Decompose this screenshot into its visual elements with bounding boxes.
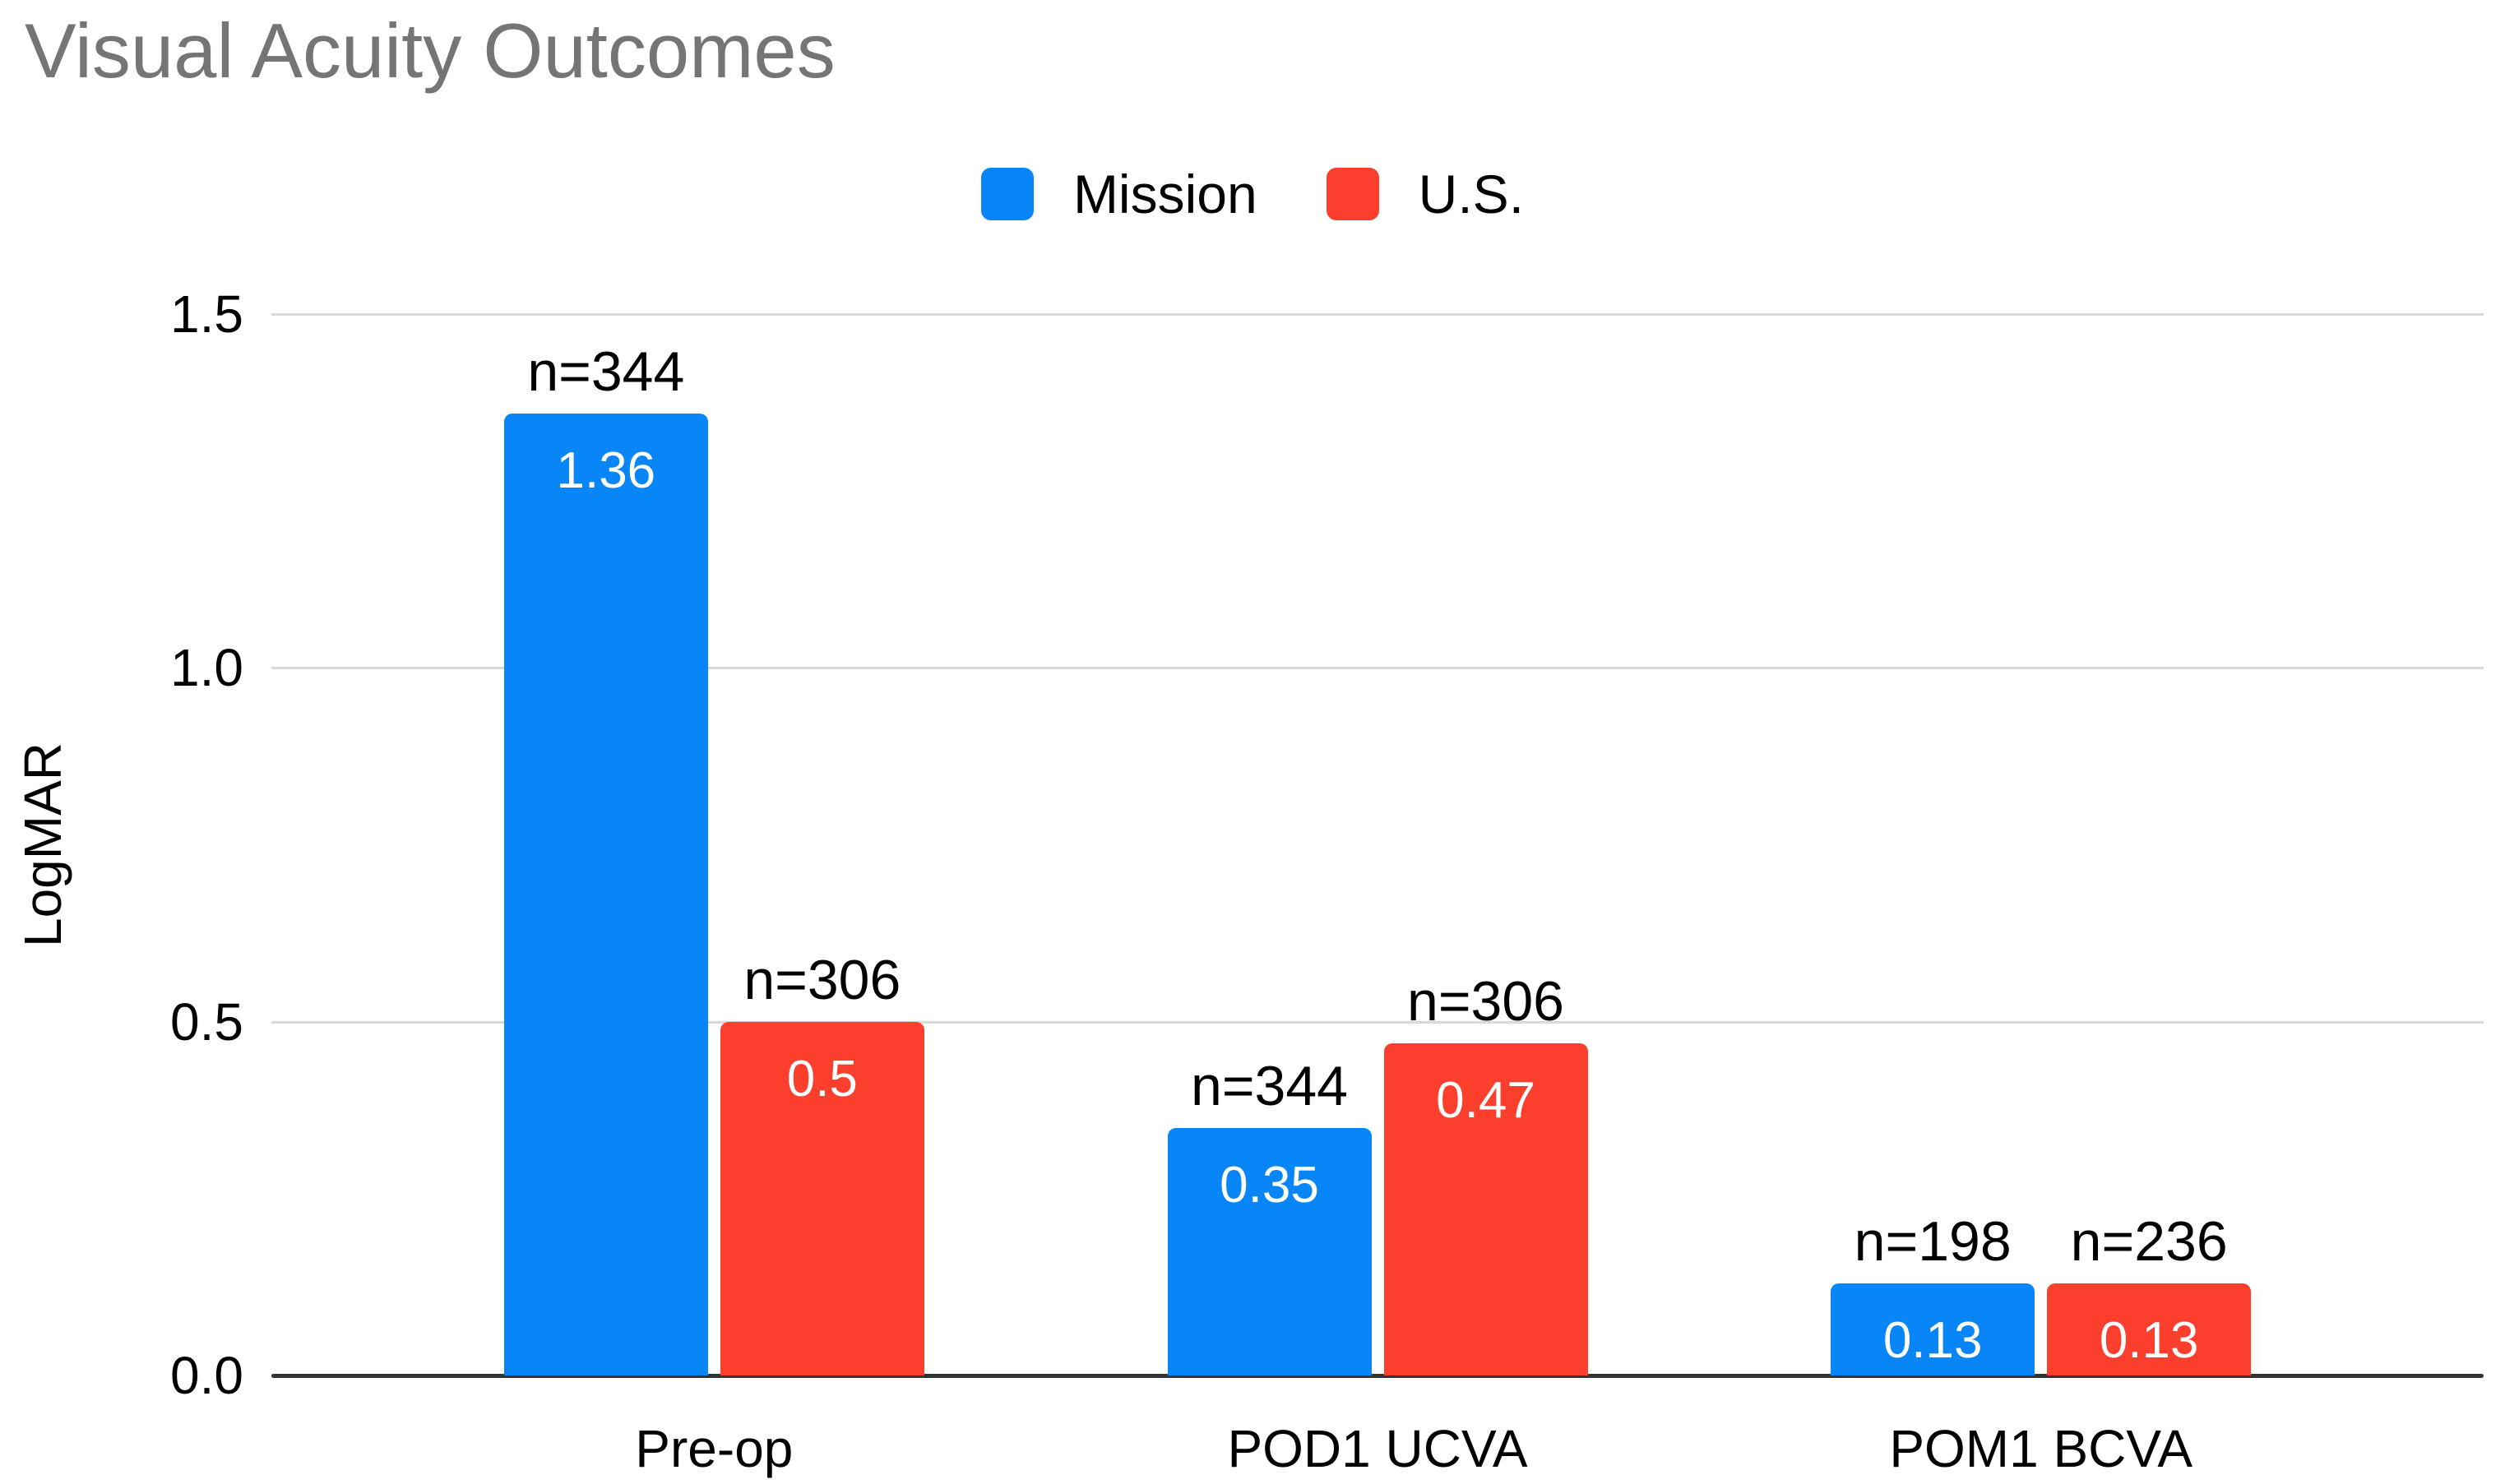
bar-U.S.-POM1 BCVA: n=236 0.13 (2047, 1210, 2252, 1375)
bar-U.S.-Pre-op: n=306 0.5 (720, 949, 924, 1375)
chart-title: Visual Acuity Outcomes (25, 7, 836, 94)
plot-area: 1.5 1.0 0.5 0.0 n=344 1.36 n=306 0.5 n=344 0.35 n=… (170, 284, 2484, 1405)
bar-n-label: n=306 (743, 948, 901, 1011)
bar-value-label: 0.35 (1220, 1156, 1319, 1214)
gridline-1.5 (271, 313, 2484, 316)
x-axis-label-Pre-op: Pre-op (635, 1419, 794, 1478)
bar-n-label: n=344 (1191, 1054, 1348, 1117)
us-color-swatch-icon (1326, 168, 1379, 220)
y-axis-title: LogMAR (13, 742, 72, 947)
x-axis-line (271, 1374, 2484, 1378)
bars-row: n=344 1.36 n=306 0.5 n=344 0.35 n=306 0.47 n=198… (382, 314, 2373, 1375)
bar-n-label: n=344 (527, 340, 685, 403)
bar-group-Pre-op: n=344 1.36 n=306 0.5 (382, 314, 1046, 1375)
bar-value-label: 0.13 (2099, 1312, 2199, 1370)
y-tick-label-1.0: 1.0 (170, 638, 243, 698)
legend: Mission U.S. (0, 163, 2505, 225)
bar-Mission-POM1 BCVA: n=198 0.13 (1831, 1210, 2035, 1375)
bar-U.S.-POD1 UCVA: n=306 0.47 (1383, 970, 1588, 1375)
x-axis-labels: Pre-op POD1 UCVA POM1 BCVA (382, 1418, 2373, 1479)
bar-Mission-POD1 UCVA: n=344 0.35 (1167, 1055, 1372, 1375)
legend-item-mission: Mission (980, 163, 1257, 225)
bar-group-POD1 UCVA: n=344 0.35 n=306 0.47 (1046, 314, 1710, 1375)
mission-color-swatch-icon (980, 168, 1034, 220)
gridline-1.0 (271, 667, 2484, 670)
bar-value-label: 0.5 (786, 1050, 858, 1107)
bar-Mission-Pre-op: n=344 1.36 (503, 340, 708, 1375)
y-tick-label-0.0: 0.0 (170, 1346, 243, 1405)
x-axis-label-POD1 UCVA: POD1 UCVA (1227, 1419, 1528, 1478)
gridline-0.5 (271, 1020, 2484, 1024)
bar-n-label: n=306 (1407, 969, 1564, 1033)
bar-value-label: 0.47 (1436, 1071, 1535, 1129)
legend-label-mission: Mission (1072, 164, 1257, 224)
bar-n-label: n=236 (2070, 1210, 2228, 1274)
legend-item-us: U.S. (1326, 163, 1525, 225)
y-tick-label-0.5: 0.5 (170, 992, 243, 1052)
bar-n-label: n=198 (1854, 1210, 2012, 1274)
y-tick-label-1.5: 1.5 (170, 284, 243, 344)
legend-label-us: U.S. (1418, 164, 1525, 224)
bar-group-POM1 BCVA: n=198 0.13 n=236 0.13 (1709, 314, 2373, 1375)
x-axis-label-POM1 BCVA: POM1 BCVA (1889, 1419, 2193, 1478)
bar-value-label: 0.13 (1882, 1312, 1983, 1370)
bar-value-label: 1.36 (556, 442, 656, 499)
